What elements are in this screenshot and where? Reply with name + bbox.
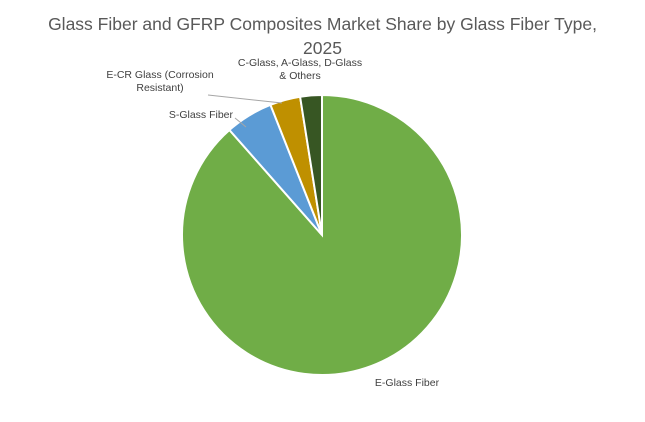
slice-label-1: E-Glass Fiber	[375, 377, 440, 389]
chart-title: Glass Fiber and GFRP Composites Market S…	[48, 14, 597, 58]
slice-label-4: C-Glass, A-Glass, D-Glass & Others	[238, 57, 362, 82]
leader-line-3	[207, 94, 283, 104]
slice-label-3: E-CR Glass (Corrosion Resistant)	[106, 69, 214, 94]
pie-slice-1	[181, 93, 463, 376]
leader-line-2	[234, 117, 247, 128]
pie-slice-4	[298, 93, 323, 236]
slice-label-2: S-Glass Fiber	[169, 109, 234, 121]
